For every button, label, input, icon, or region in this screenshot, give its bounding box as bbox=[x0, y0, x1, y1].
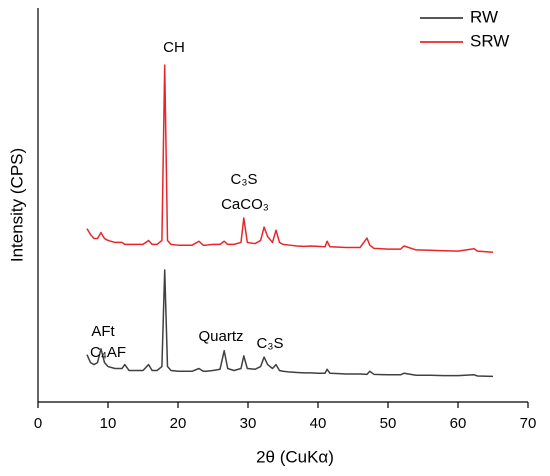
x-tick-label: 40 bbox=[310, 415, 327, 432]
x-tick-label: 20 bbox=[170, 415, 187, 432]
series-line bbox=[86, 269, 494, 378]
annotation: AFt bbox=[91, 323, 115, 340]
annotation: CaCO₃ bbox=[221, 196, 269, 213]
x-axis-label: 2θ (CuKα) bbox=[256, 447, 334, 466]
x-tick-label: 50 bbox=[380, 415, 397, 432]
annotation: CH bbox=[163, 39, 185, 56]
x-tick-label: 10 bbox=[100, 415, 117, 432]
x-tick-label: 0 bbox=[34, 415, 42, 432]
legend-label: SRW bbox=[470, 31, 509, 50]
x-tick-label: 70 bbox=[520, 415, 537, 432]
series-line bbox=[86, 64, 494, 254]
x-tick-label: 60 bbox=[450, 415, 467, 432]
annotation: Quartz bbox=[198, 328, 243, 345]
annotation: C₄AF bbox=[90, 344, 126, 361]
annotation: C₃S bbox=[257, 335, 284, 352]
legend-label: RW bbox=[470, 7, 498, 26]
y-axis-label: Intensity (CPS) bbox=[7, 148, 26, 262]
annotation: C₃S bbox=[231, 171, 258, 188]
x-tick-label: 30 bbox=[240, 415, 257, 432]
